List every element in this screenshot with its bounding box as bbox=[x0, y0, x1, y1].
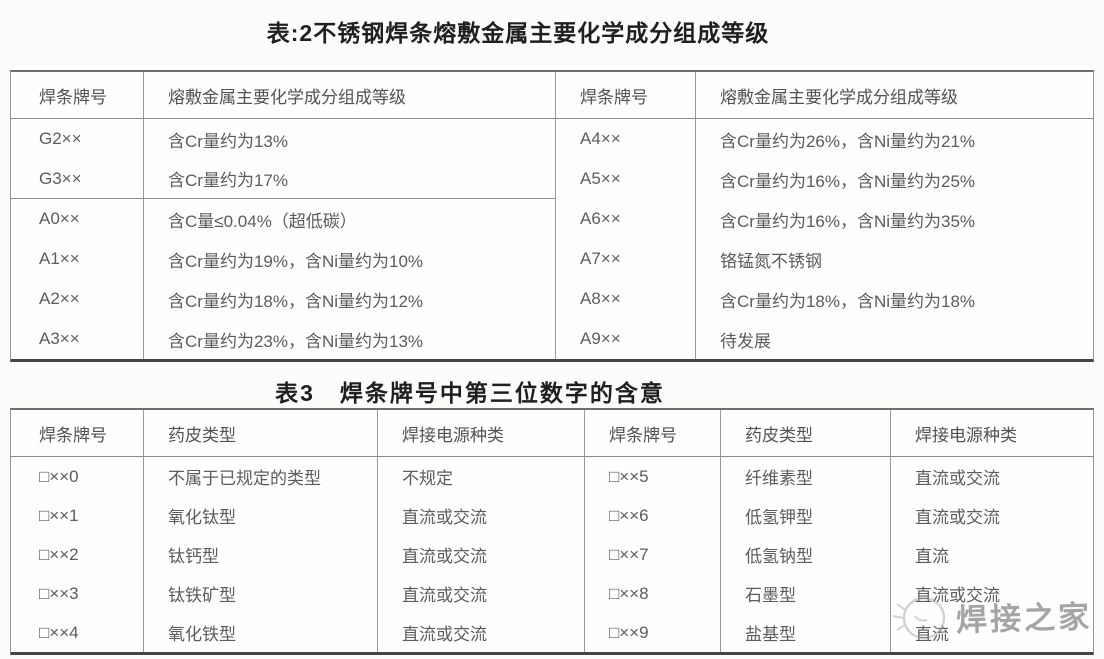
power-cell: 直流 bbox=[915, 547, 949, 566]
power-cell: 直流或交流 bbox=[378, 535, 585, 574]
brand-cell: □××9 bbox=[585, 613, 721, 652]
grade-cell: 含C量≤0.04%（超低碳） bbox=[144, 199, 556, 239]
brand-cell: □××4 bbox=[11, 613, 144, 652]
table2-header-grade-left: 熔敷金属主要化学成分组成等级 bbox=[144, 72, 556, 119]
power-cell: 不规定 bbox=[378, 457, 585, 496]
table2: 焊条牌号 熔敷金属主要化学成分组成等级 焊条牌号 熔敷金属主要化学成分组成等级 … bbox=[10, 70, 1094, 362]
coating-cell: 低氢钾型 bbox=[721, 496, 891, 535]
coating-cell: 钛铁矿型 bbox=[144, 574, 378, 613]
table3-header-brand-right: 焊条牌号 bbox=[585, 410, 721, 457]
table2-header-grade-right: 熔敷金属主要化学成分组成等级 bbox=[696, 72, 1093, 119]
brand-cell: A2×× bbox=[11, 279, 144, 319]
power-cell: 直流或交流 bbox=[378, 613, 585, 652]
grade-cell: 含Cr量约为18%，含Ni量约为12% bbox=[144, 279, 556, 319]
grade-cell: 含Cr量约为13% bbox=[144, 119, 556, 159]
grade-cell: 含Cr量约为16%，含Ni量约为25% bbox=[720, 171, 976, 191]
table3-header-power-left: 焊接电源种类 bbox=[378, 410, 585, 457]
coating-cell: 钛钙型 bbox=[144, 535, 378, 574]
grade-cell: 含Cr量约为26%，含Ni量约为21% bbox=[720, 131, 976, 151]
power-cell: 直流或交流 bbox=[378, 496, 585, 535]
brand-cell: □××8 bbox=[585, 574, 721, 613]
grade-cell: 含Cr量约为23%，含Ni量约为13% bbox=[144, 319, 556, 359]
grade-cell: 待发展 bbox=[720, 331, 771, 351]
coating-cell: 不属于已规定的类型 bbox=[144, 457, 378, 496]
coating-cell: 盐基型 bbox=[721, 613, 891, 652]
coating-cell: 氧化钛型 bbox=[144, 496, 378, 535]
brand-cell: □××3 bbox=[11, 574, 144, 613]
coating-cell: 纤维素型 bbox=[721, 457, 891, 496]
power-cell: 直流或交流 bbox=[378, 574, 585, 613]
table3-header-power-right: 焊接电源种类 bbox=[891, 410, 1093, 457]
brand-cell: A5×× bbox=[556, 159, 696, 199]
grade-cell: 含Cr量约为19%，含Ni量约为10% bbox=[144, 239, 556, 279]
table3: 焊条牌号 药皮类型 焊接电源种类 焊条牌号 药皮类型 焊接电源种类 □××0 不… bbox=[10, 408, 1094, 655]
table2-title: 表:2不锈钢焊条熔敷金属主要化学成分组成等级 bbox=[266, 20, 770, 46]
brand-cell: A7×× bbox=[556, 239, 696, 279]
table3-header-coating-right: 药皮类型 bbox=[721, 410, 891, 457]
brand-cell: A1×× bbox=[11, 239, 144, 279]
brand-cell: A9×× bbox=[556, 319, 696, 359]
brand-cell: □××1 bbox=[11, 496, 144, 535]
brand-cell: □××5 bbox=[585, 457, 721, 496]
brand-cell: G2×× bbox=[11, 119, 144, 159]
brand-cell: G3×× bbox=[11, 159, 144, 199]
grade-cell: 铬锰氮不锈钢 bbox=[720, 251, 822, 271]
coating-cell: 石墨型 bbox=[721, 574, 891, 613]
grade-cell: 含Cr量约为18%，含Ni量约为18% bbox=[720, 291, 976, 311]
coating-cell: 氧化铁型 bbox=[144, 613, 378, 652]
brand-cell: □××0 bbox=[11, 457, 144, 496]
table2-header-brand-left: 焊条牌号 bbox=[11, 72, 144, 119]
brand-cell: □××6 bbox=[585, 496, 721, 535]
brand-cell: □××2 bbox=[11, 535, 144, 574]
table2-header-brand-right: 焊条牌号 bbox=[556, 72, 696, 119]
power-cell: 直流 bbox=[915, 625, 949, 644]
table3-header-brand-left: 焊条牌号 bbox=[11, 410, 144, 457]
brand-cell: A8×× bbox=[556, 279, 696, 319]
brand-cell: A0×× bbox=[11, 199, 144, 239]
power-cell: 直流或交流 bbox=[915, 469, 1000, 488]
grade-cell: 含Cr量约为17% bbox=[144, 159, 556, 199]
power-cell: 直流或交流 bbox=[915, 508, 1000, 527]
brand-cell: □××7 bbox=[585, 535, 721, 574]
brand-cell: A4×× bbox=[556, 119, 696, 159]
coating-cell: 低氢钠型 bbox=[721, 535, 891, 574]
grade-cell: 含Cr量约为16%，含Ni量约为35% bbox=[720, 211, 976, 231]
table3-title: 表3 焊条牌号中第三位数字的含意 bbox=[275, 380, 665, 406]
table3-header-coating-left: 药皮类型 bbox=[144, 410, 378, 457]
brand-cell: A3×× bbox=[11, 319, 144, 359]
brand-cell: A6×× bbox=[556, 199, 696, 239]
power-cell: 直流或交流 bbox=[915, 586, 1000, 605]
